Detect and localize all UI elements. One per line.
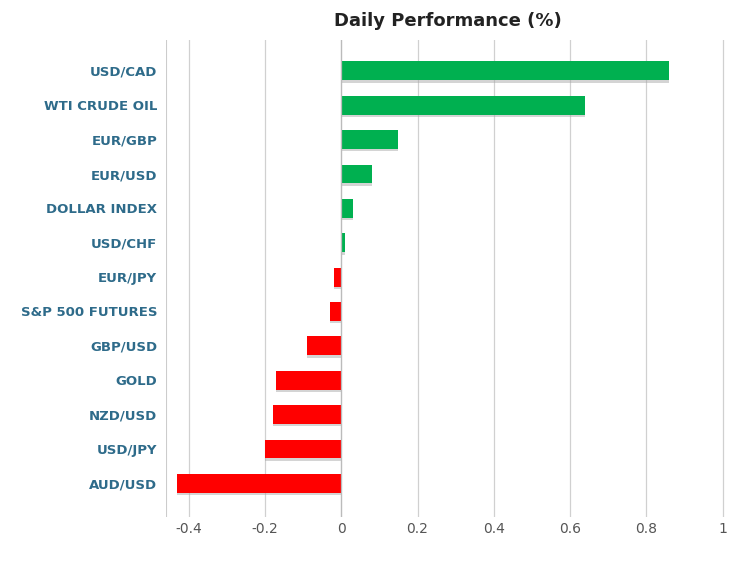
Bar [306, 336, 341, 356]
Bar [276, 371, 341, 390]
Bar [306, 339, 341, 358]
Bar [330, 302, 341, 321]
Bar [273, 405, 341, 424]
Bar [177, 477, 341, 495]
Bar [341, 201, 352, 220]
Title: Daily Performance (%): Daily Performance (%) [334, 12, 562, 30]
Bar [341, 233, 345, 252]
Bar [341, 165, 372, 183]
Bar [341, 167, 372, 186]
Bar [273, 408, 341, 427]
Bar [341, 130, 398, 149]
Bar [334, 268, 341, 287]
Bar [265, 442, 341, 461]
Bar [334, 270, 341, 289]
Bar [341, 236, 345, 254]
Bar [341, 98, 585, 117]
Bar [265, 440, 341, 458]
Bar [341, 64, 669, 83]
Bar [330, 304, 341, 323]
Bar [341, 61, 669, 80]
Bar [276, 373, 341, 392]
Bar [341, 96, 585, 115]
Bar [177, 474, 341, 493]
Bar [341, 132, 398, 152]
Bar [341, 199, 352, 218]
